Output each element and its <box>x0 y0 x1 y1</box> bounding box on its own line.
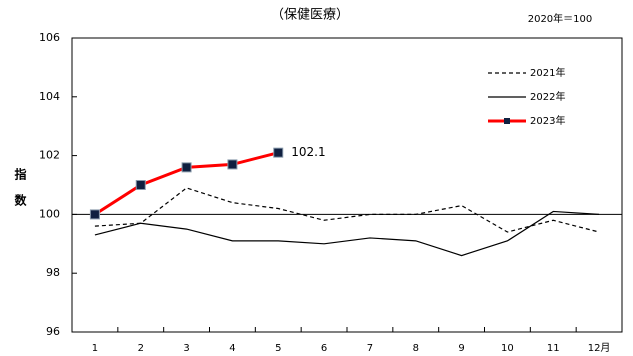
x-tick-label: 7 <box>367 343 373 354</box>
series-line <box>94 210 600 257</box>
x-tick-label: 11 <box>547 343 560 354</box>
y-tick-label: 100 <box>39 207 60 220</box>
marker <box>135 180 146 190</box>
x-tick-label: 9 <box>458 343 464 354</box>
legend-label: 2023年 <box>530 114 565 127</box>
series-line <box>94 187 600 233</box>
y-tick-label: 98 <box>46 266 60 279</box>
y-tick-label: 106 <box>39 31 60 44</box>
data-label: 102.1 <box>291 145 325 159</box>
x-tick-label: 6 <box>321 343 327 354</box>
x-tick-label: 3 <box>183 343 189 354</box>
marker <box>181 162 192 173</box>
x-tick-label: 4 <box>229 343 235 354</box>
marker <box>227 159 238 170</box>
plot-frame <box>71 37 623 333</box>
y-tick-label: 102 <box>39 149 60 162</box>
legend-label: 2021年 <box>530 66 565 79</box>
legend-label: 2022年 <box>530 90 565 103</box>
x-tick-label: 2 <box>138 343 144 354</box>
x-tick-label: 10 <box>501 343 514 354</box>
x-tick-label: 5 <box>275 343 281 354</box>
y-tick-label: 96 <box>46 325 60 338</box>
note: 2020年＝100 <box>528 12 593 25</box>
x-tick-label: 8 <box>413 343 419 354</box>
legend-marker <box>504 118 510 124</box>
x-tick-label: 12月 <box>588 342 611 354</box>
y-axis-label: 指数 <box>13 167 27 220</box>
y-tick-label: 104 <box>39 90 60 103</box>
chart-title: （保健医療） <box>271 8 349 23</box>
marker <box>273 147 284 158</box>
x-tick-label: 1 <box>92 343 98 354</box>
marker <box>89 209 100 220</box>
